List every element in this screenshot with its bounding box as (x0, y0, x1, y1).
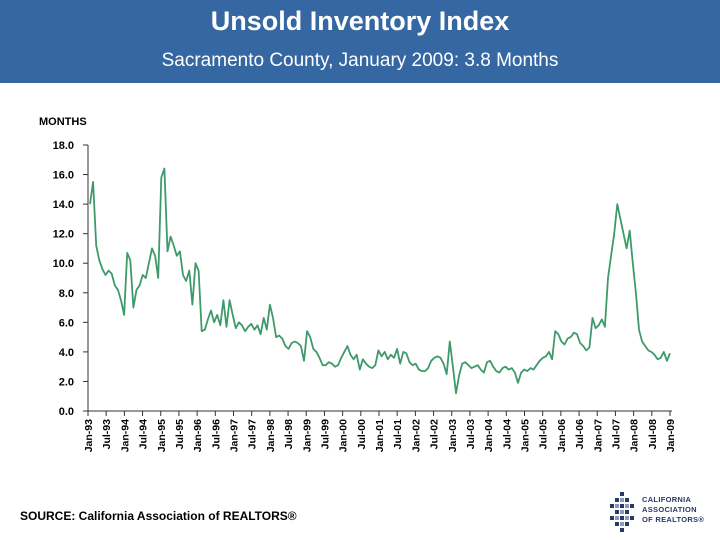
x-tick-label: Jul-02 (429, 419, 441, 450)
x-tick-label: Jan-95 (156, 419, 168, 452)
x-tick-label: Jan-01 (374, 419, 386, 452)
header-banner: Unsold Inventory Index Sacramento County… (0, 0, 720, 83)
x-tick-label: Jul-97 (247, 419, 259, 450)
x-tick-label: Jan-06 (556, 419, 568, 452)
x-tick-label: Jan-03 (447, 419, 459, 452)
x-tick-label: Jan-93 (83, 419, 95, 452)
x-tick-label: Jul-98 (283, 419, 295, 450)
logo-line: ASSOCIATION (642, 505, 697, 514)
x-tick-label: Jan-00 (338, 419, 350, 452)
x-tick-label: Jan-94 (119, 419, 131, 452)
x-tick-label: Jul-95 (174, 419, 186, 450)
logo-line: OF REALTORS® (642, 515, 705, 524)
y-tick-label: 10.0 (53, 258, 74, 270)
page-subtitle: Sacramento County, January 2009: 3.8 Mon… (161, 50, 559, 71)
x-tick-label: Jul-96 (210, 419, 222, 450)
series-line (89, 167, 671, 395)
x-tick-label: Jan-07 (592, 419, 604, 452)
y-tick-label: 14.0 (53, 199, 74, 211)
x-tick-label: Jul-93 (101, 419, 113, 450)
x-tick-label: Jul-04 (501, 419, 513, 450)
x-tick-label: Jul-07 (610, 419, 622, 450)
x-tick-label: Jul-99 (319, 419, 331, 450)
line-chart: MONTHS 0.0 2.0 4.0 6.0 8.0 10.0 12.0 14.0 16.0 18… (39, 116, 677, 452)
x-tick-label: Jan-98 (265, 419, 277, 452)
y-tick-label: 12.0 (53, 229, 74, 241)
x-tick-label: Jul-03 (465, 419, 477, 450)
x-tick-label: Jan-96 (192, 419, 204, 452)
y-tick-label: 2.0 (59, 376, 74, 388)
y-tick-label: 0.0 (59, 406, 74, 418)
y-tick-label: 8.0 (59, 288, 74, 300)
y-axis-label: MONTHS (39, 116, 87, 128)
x-tick-label: Jul-05 (538, 419, 550, 450)
x-tick-label: Jan-04 (483, 419, 495, 452)
x-tick-label: Jan-05 (520, 419, 532, 452)
x-tick-label: Jan-08 (629, 419, 641, 452)
page-title: Unsold Inventory Index (210, 6, 510, 36)
x-tick-label: Jul-08 (647, 419, 659, 450)
x-tick-label: Jul-06 (574, 419, 586, 450)
x-tick-label: Jul-94 (138, 419, 150, 450)
x-tick-label: Jan-02 (410, 419, 422, 452)
x-tick-label: Jan-99 (301, 419, 313, 452)
y-tick-label: 4.0 (59, 347, 74, 359)
logo-line: CALIFORNIA (642, 495, 692, 504)
x-tick-label: Jan-09 (665, 419, 677, 452)
car-logo-text: CALIFORNIA ASSOCIATION OF REALTORS® (642, 495, 704, 525)
y-axis-ticks: 0.0 2.0 4.0 6.0 8.0 10.0 12.0 14.0 16.0 18.0 (53, 140, 88, 418)
y-tick-label: 18.0 (53, 140, 74, 152)
car-logo-mark (610, 492, 634, 532)
x-tick-label: Jan-97 (229, 419, 241, 452)
x-tick-label: Jul-01 (392, 419, 404, 450)
car-logo: CALIFORNIA ASSOCIATION OF REALTORS® (606, 490, 716, 538)
x-axis-ticks: Jan-93 Jul-93 Jan-94 Jul-94 Jan-95 Jul-95 Jan-… (83, 411, 677, 452)
y-tick-label: 16.0 (53, 170, 74, 182)
x-tick-label: Jul-00 (356, 419, 368, 450)
source-note: SOURCE: California Association of REALTO… (20, 509, 297, 523)
y-tick-label: 6.0 (59, 317, 74, 329)
